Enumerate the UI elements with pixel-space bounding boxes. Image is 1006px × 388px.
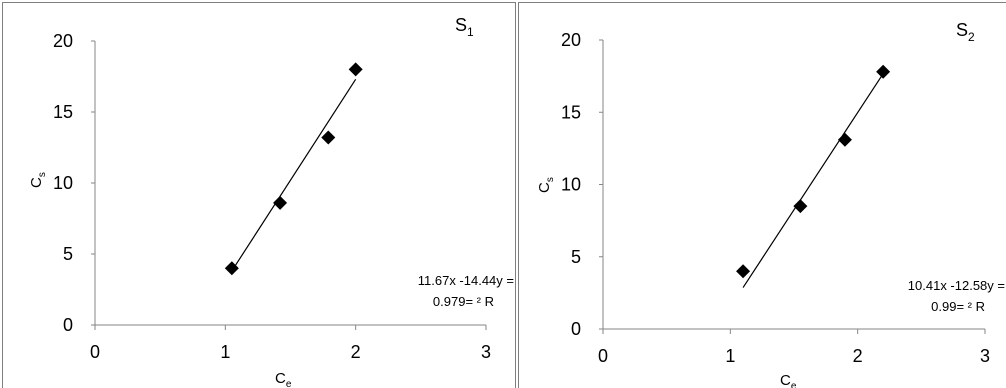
x-axis-label: Ce xyxy=(275,370,292,388)
y-tick-label: 10 xyxy=(53,173,73,193)
y-tick-label: 5 xyxy=(571,247,581,267)
trendline xyxy=(231,79,357,272)
chart-title: S2 xyxy=(956,20,975,44)
data-point-marker xyxy=(224,261,239,276)
y-tick-label: 15 xyxy=(561,102,581,122)
equation-line-2: 0.979= ² R xyxy=(433,294,494,309)
x-tick-label: 2 xyxy=(853,346,863,366)
x-tick-label: 1 xyxy=(220,342,230,362)
y-tick-label: 15 xyxy=(53,102,73,122)
y-tick-label: 10 xyxy=(561,175,581,195)
x-tick-label: 2 xyxy=(351,342,361,362)
x-tick-marks xyxy=(602,329,986,334)
data-point-marker xyxy=(876,64,891,79)
data-point-marker xyxy=(321,130,336,145)
data-markers xyxy=(224,62,363,276)
equation-line-1: 10.41x -12.58y = xyxy=(908,278,1005,293)
equation-line-2: 0.99= ² R xyxy=(931,299,985,314)
x-tick-label: 3 xyxy=(980,346,990,366)
data-point-marker xyxy=(348,62,363,77)
x-tick-labels: 0 1 2 3 xyxy=(90,342,491,362)
x-tick-labels: 0 1 2 3 xyxy=(598,346,990,366)
data-point-marker xyxy=(793,199,808,214)
y-tick-labels: 0 5 10 15 20 xyxy=(53,31,95,335)
x-axis-label: Ce xyxy=(780,372,797,388)
x-tick-label: 3 xyxy=(481,342,491,362)
x-tick-label: 0 xyxy=(90,342,100,362)
data-point-marker xyxy=(837,132,852,147)
x-tick-label: 0 xyxy=(598,346,608,366)
y-tick-label: 0 xyxy=(571,319,581,339)
y-tick-label: 0 xyxy=(63,315,73,335)
data-markers xyxy=(736,64,891,279)
y-tick-labels: 0 5 10 15 20 xyxy=(561,30,603,339)
data-point-marker xyxy=(273,195,288,210)
y-tick-label: 20 xyxy=(53,31,73,51)
y-tick-label: 20 xyxy=(561,30,581,50)
equation-line-1: 11.67x -14.44y = xyxy=(418,273,514,288)
chart-title: S1 xyxy=(455,15,474,39)
data-point-marker xyxy=(736,264,751,279)
x-tick-marks xyxy=(94,325,487,330)
y-tick-label: 5 xyxy=(63,244,73,264)
x-tick-label: 1 xyxy=(725,346,735,366)
y-axis-label: Cs xyxy=(28,172,48,188)
trendline xyxy=(742,73,884,288)
y-axis-label: Cs xyxy=(536,177,556,193)
